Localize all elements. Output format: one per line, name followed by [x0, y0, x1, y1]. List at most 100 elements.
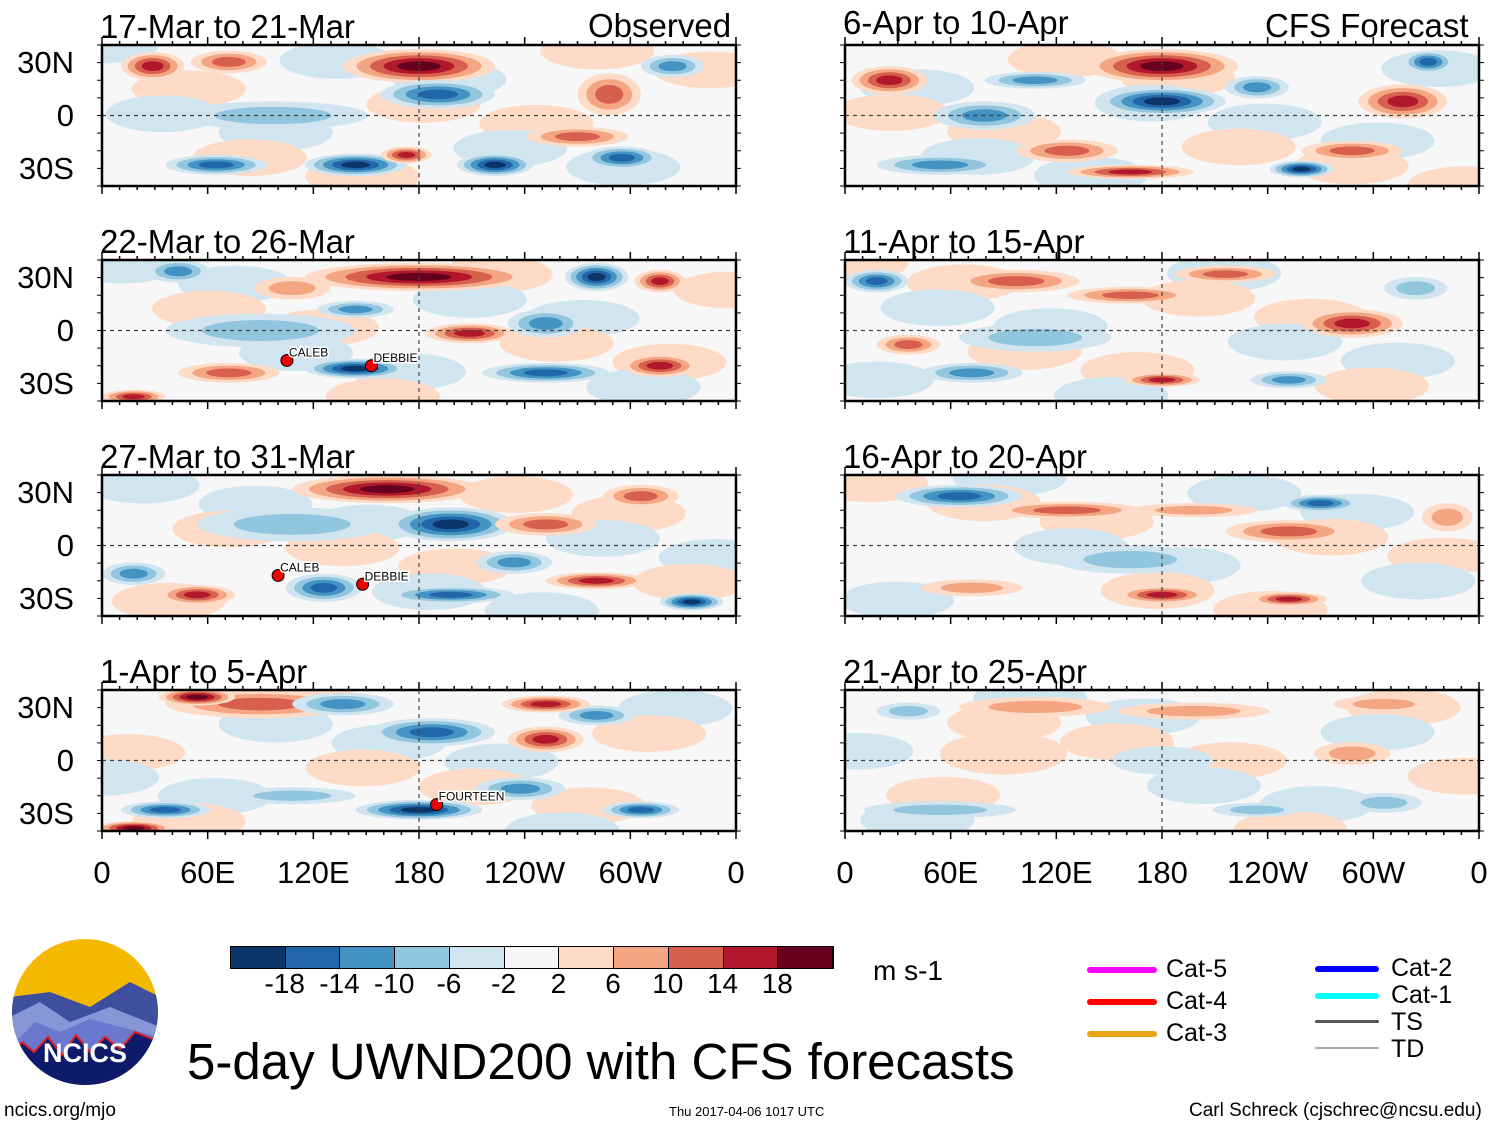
- anomaly-contour: [500, 783, 541, 794]
- anomaly-contour: [1334, 318, 1370, 329]
- anomaly-contour: [397, 152, 416, 158]
- anomaly-contour: [141, 61, 164, 72]
- track-legend-label: Cat-5: [1166, 955, 1228, 983]
- anomaly-contour: [1243, 82, 1272, 93]
- anomaly-contour: [325, 378, 440, 401]
- track-swatch: [1315, 993, 1379, 999]
- storm-icon[interactable]: [364, 359, 378, 373]
- anomaly-contour: [880, 289, 995, 326]
- anomaly-contour: [206, 368, 252, 378]
- lat-tick-label: 30S: [18, 581, 74, 616]
- anomaly-contour: [876, 75, 903, 86]
- anomaly-contour: [201, 320, 320, 341]
- map-panel: [840, 467, 1484, 624]
- anomaly-contour: [845, 94, 949, 131]
- anomaly-contour: [865, 277, 888, 286]
- anomaly-contour: [578, 577, 615, 584]
- map-panel: CALEB DEBBIE: [97, 467, 741, 624]
- anomaly-contour: [1154, 505, 1233, 515]
- figure-title: 5-day UWND200 with CFS forecasts: [187, 1033, 1015, 1090]
- panel-title: 11-Apr to 15-Apr: [843, 223, 1085, 260]
- anomaly-contour: [532, 734, 560, 744]
- colorbar-swatch: [340, 947, 396, 968]
- anomaly-contour: [163, 266, 193, 277]
- anomaly-contour: [586, 368, 701, 401]
- colorbar-swatch: [285, 947, 341, 968]
- colorbar-swatch: [778, 947, 834, 968]
- colorbar-tick-label: -2: [491, 968, 517, 999]
- anomaly-contour: [587, 272, 606, 281]
- anomaly-contour: [845, 361, 934, 399]
- anomaly-contour: [523, 369, 568, 377]
- anomaly-contour: [497, 557, 532, 568]
- colorbar-tick-label: 6: [605, 968, 621, 999]
- anomaly-contour: [682, 599, 701, 605]
- anomaly-contour: [1407, 166, 1479, 186]
- anomaly-contour: [673, 271, 736, 309]
- anomaly-contour: [1146, 591, 1178, 598]
- colorbar-tick-label: 10: [652, 968, 684, 999]
- panel-title: 17-Mar to 21-Mar: [100, 8, 355, 45]
- map-panel: [840, 37, 1484, 194]
- lon-tick-label: 120E: [1020, 855, 1093, 890]
- map-panel: [97, 37, 741, 194]
- track-legend-label: Cat-1: [1391, 981, 1453, 1009]
- anomaly-contour: [1140, 61, 1184, 71]
- units-label: m s-1: [873, 955, 943, 986]
- colorbar-swatch: [614, 947, 669, 968]
- anomaly-contour: [400, 807, 438, 813]
- anomaly-contour: [940, 582, 1004, 594]
- lat-tick-label: 0: [56, 528, 74, 563]
- anomaly-contour: [554, 132, 601, 142]
- anomaly-contour: [1148, 377, 1176, 383]
- anomaly-contour: [940, 732, 1067, 775]
- colorbar-tick-label: 18: [761, 968, 793, 999]
- map-panel: [840, 682, 1484, 839]
- colorbar-tick-label: -6: [436, 968, 462, 999]
- anomaly-contour: [1275, 596, 1303, 602]
- track-swatch: [1087, 999, 1157, 1005]
- storm-icon[interactable]: [356, 577, 370, 591]
- anomaly-contour: [1360, 796, 1408, 809]
- anomaly-contour: [627, 806, 655, 813]
- track-swatch: [1087, 1031, 1157, 1037]
- colorbar-swatch: [504, 947, 560, 968]
- anomaly-contour: [211, 56, 246, 67]
- map-panel: [840, 252, 1484, 409]
- map-panel: CALEB DEBBIE: [97, 252, 741, 409]
- anomaly-contour: [1108, 169, 1153, 175]
- anomaly-contour: [484, 592, 600, 616]
- storm-icon[interactable]: [271, 568, 285, 582]
- anomaly-contour: [937, 492, 982, 501]
- colorbar-tick-label: -10: [373, 968, 415, 999]
- anomaly-contour: [122, 826, 145, 831]
- lon-tick-label: 0: [93, 855, 111, 890]
- anomaly-contour: [1431, 508, 1463, 526]
- panel-title: 21-Apr to 25-Apr: [843, 653, 1087, 690]
- anomaly-contour: [418, 89, 458, 100]
- lon-tick-label: 0: [1470, 855, 1488, 890]
- anomaly-contour: [198, 161, 234, 169]
- storm-icon[interactable]: [280, 353, 294, 367]
- colorbar-swatch: [559, 947, 615, 968]
- storm-icon[interactable]: [430, 798, 444, 812]
- colorbar-tick-label: -18: [264, 968, 305, 999]
- anomaly-contour: [1328, 746, 1376, 761]
- anomaly-contour: [1111, 746, 1213, 775]
- anomaly-contour: [623, 491, 658, 502]
- anomaly-contour: [608, 153, 636, 162]
- anomaly-contour: [1271, 376, 1306, 384]
- track-swatch: [1315, 1047, 1379, 1049]
- track-swatch: [1315, 1020, 1379, 1023]
- lat-tick-label: 30N: [17, 260, 74, 295]
- anomaly-contour: [1361, 562, 1476, 600]
- lat-tick-label: 30N: [17, 690, 74, 725]
- lon-tick-label: 60E: [180, 855, 236, 890]
- track-legend-label: TS: [1391, 1008, 1423, 1036]
- panel-title: 27-Mar to 31-Mar: [100, 438, 355, 475]
- lon-tick-label: 60W: [598, 855, 663, 890]
- anomaly-contour: [1292, 166, 1311, 172]
- anomaly-contour: [1033, 506, 1101, 515]
- colorbar-swatch: [449, 947, 505, 968]
- footer-url[interactable]: ncics.org/mjo: [4, 1100, 116, 1121]
